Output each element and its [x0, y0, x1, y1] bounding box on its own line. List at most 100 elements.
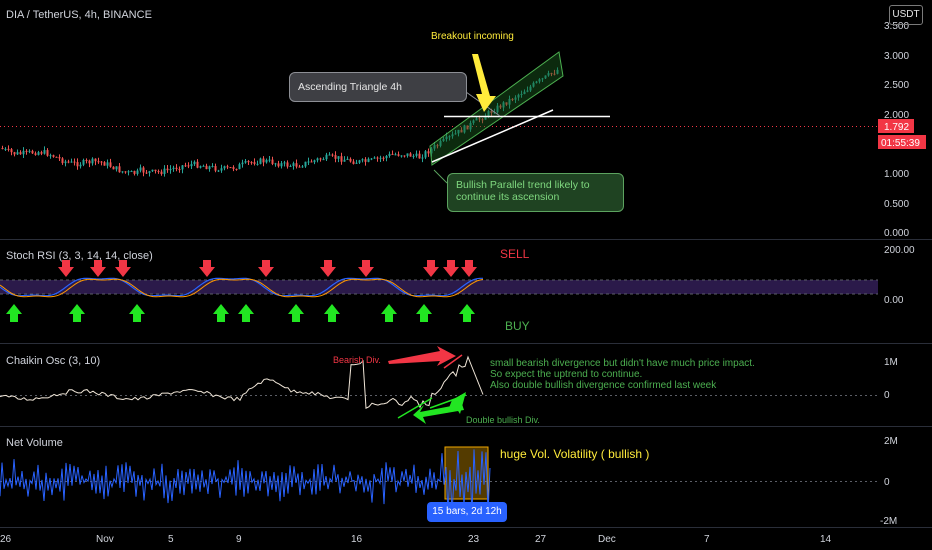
candle-body: [496, 105, 499, 113]
candle-body: [310, 161, 313, 163]
candle-body: [289, 165, 292, 167]
candle-body: [415, 153, 418, 156]
candle-body: [517, 94, 520, 98]
double-bullish-div-label: Double bullish Div.: [466, 415, 540, 425]
arrow-down-icon: [90, 260, 106, 277]
price-candles: [1, 67, 559, 177]
price-tick: 0.500: [884, 199, 909, 210]
candle-body: [217, 170, 220, 172]
breakout-arrow-icon: [472, 54, 496, 112]
candle-body: [16, 152, 19, 155]
stoch-d-line: [0, 278, 484, 298]
chaikin-title[interactable]: Chaikin Osc (3, 10): [6, 355, 100, 367]
candle-body: [22, 150, 25, 155]
candle-body: [175, 167, 178, 170]
chaikin-note: small bearish divergence but didn't have…: [490, 358, 755, 369]
currency-badge[interactable]: USDT: [889, 5, 923, 25]
candle-body: [37, 152, 40, 155]
candle-body: [145, 172, 148, 174]
candle-body: [67, 161, 70, 163]
candle-body: [502, 102, 505, 108]
candle-body: [250, 162, 253, 164]
candle-body: [484, 116, 487, 120]
candle-body: [262, 158, 265, 163]
candle-body: [292, 163, 295, 166]
candle-body: [478, 118, 481, 120]
candle-body: [379, 157, 382, 159]
net-volume-line: [0, 449, 491, 515]
candle-body: [277, 163, 280, 167]
arrow-down-icon: [115, 260, 131, 277]
arrow-down-icon: [320, 260, 336, 277]
candle-body: [208, 166, 211, 170]
candle-body: [481, 119, 484, 121]
candle-body: [490, 111, 493, 113]
candle-body: [520, 94, 523, 96]
candle-body: [331, 154, 334, 156]
candle-body: [451, 134, 454, 137]
candle-body: [154, 169, 157, 172]
candle-body: [493, 112, 496, 114]
candle-body: [118, 166, 121, 173]
candle-body: [184, 165, 187, 167]
time-tick: 9: [236, 534, 242, 545]
candle-body: [307, 161, 310, 163]
price-tick: 0.000: [884, 228, 909, 239]
stoch-tick: 200.00: [884, 245, 915, 256]
candle-body: [88, 160, 91, 164]
breakout-label[interactable]: Breakout incoming: [431, 31, 514, 42]
stoch-rsi-title[interactable]: Stoch RSI (3, 3, 14, 14, close): [6, 250, 153, 262]
candle-body: [223, 166, 226, 169]
candle-body: [499, 105, 502, 108]
triangle-support-line: [431, 109, 554, 163]
bearish-div-label: Bearish Div.: [333, 355, 381, 365]
time-tick: Dec: [598, 534, 616, 545]
candle-body: [13, 152, 16, 155]
candle-body: [244, 161, 247, 163]
candle-body: [190, 164, 193, 167]
bullish-trend-callout[interactable]: Bullish Parallel trend likely to continu…: [447, 173, 624, 212]
candle-body: [166, 168, 169, 171]
candle-body: [436, 145, 439, 147]
candle-body: [508, 98, 511, 105]
candle-body: [463, 125, 466, 133]
bearish-div-arrow-icon: [388, 346, 456, 366]
net-volume-title[interactable]: Net Volume: [6, 437, 63, 449]
candle-body: [178, 169, 181, 171]
arrow-up-icon: [416, 304, 432, 322]
time-axis[interactable]: 26 Nov 5 9 16 23 27 Dec 7 14: [0, 534, 832, 545]
arrow-up-icon: [381, 304, 397, 322]
candle-body: [472, 120, 475, 123]
candle-body: [346, 158, 349, 160]
candle-body: [115, 166, 118, 170]
candle-body: [529, 86, 532, 91]
candle-body: [25, 150, 28, 152]
candle-body: [220, 168, 223, 171]
candle-body: [526, 90, 529, 92]
time-tick: 5: [168, 534, 174, 545]
candle-body: [148, 171, 151, 173]
candle-body: [94, 158, 97, 162]
candle-body: [505, 102, 508, 105]
candle-body: [334, 155, 337, 159]
candle-body: [157, 171, 160, 173]
candle-body: [268, 159, 271, 161]
candle-body: [325, 154, 328, 160]
chaikin-tick: 1M: [884, 357, 898, 368]
candle-body: [130, 171, 133, 173]
price-tick: 3.500: [884, 21, 909, 32]
candle-body: [550, 73, 553, 75]
candle-body: [376, 157, 379, 159]
current-price-value: 1.792: [884, 122, 909, 133]
candle-body: [316, 158, 319, 161]
candle-body: [304, 161, 307, 167]
stoch-k-line: [0, 277, 483, 297]
candle-body: [412, 155, 415, 157]
candle-body: [424, 151, 427, 158]
time-tick: 14: [820, 534, 832, 545]
candle-body: [211, 166, 214, 168]
candle-body: [406, 153, 409, 156]
candle-body: [136, 170, 139, 174]
symbol-title[interactable]: DIA / TetherUS, 4h, BINANCE: [6, 9, 152, 21]
ascending-triangle-callout[interactable]: Ascending Triangle 4h: [289, 72, 467, 102]
